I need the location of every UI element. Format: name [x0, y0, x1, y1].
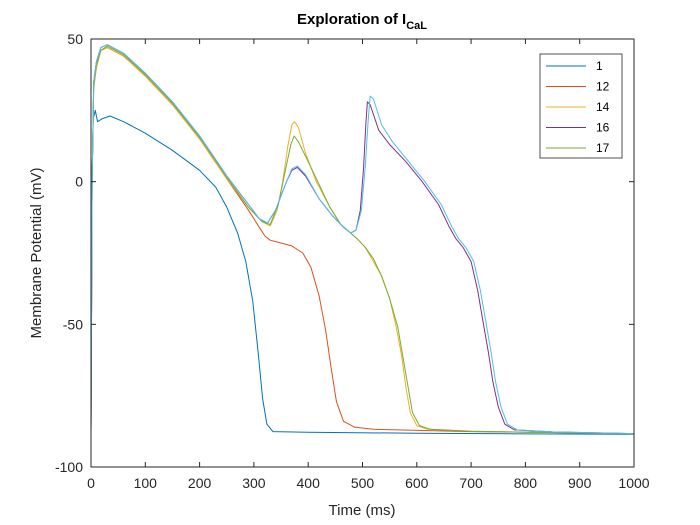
- legend-label: 17: [596, 141, 610, 155]
- y-axis-label: Membrane Potential (mV): [28, 168, 45, 339]
- x-tick-label: 400: [297, 475, 321, 491]
- legend-label: 16: [596, 121, 610, 135]
- tick-layer: 0 100 200 300 400 500 600 700 800 900 1000 -100 -50 0…: [55, 31, 650, 491]
- x-axis-label: Time (ms): [329, 502, 396, 519]
- axes-box: [90, 38, 635, 468]
- legend-label: 14: [596, 100, 610, 114]
- legend: 1 12 14 16 17: [539, 53, 623, 159]
- series-layer: [90, 44, 635, 435]
- x-tick-label: 100: [134, 475, 158, 491]
- y-tick-label: -50: [63, 316, 83, 332]
- series-line-unlabeled-5: [90, 44, 635, 435]
- x-tick-label: 300: [242, 475, 266, 491]
- x-tick-label: 200: [188, 475, 212, 491]
- x-tick-label: 1000: [618, 475, 649, 491]
- legend-label: 12: [596, 80, 610, 94]
- legend-box: [539, 53, 623, 159]
- chart-title-subscript: CaL: [406, 20, 427, 32]
- legend-label: 1: [596, 59, 603, 73]
- y-tick-label: -100: [55, 459, 83, 475]
- y-tick-label: 50: [67, 31, 83, 47]
- chart-title-main: Exploration of I: [297, 11, 406, 28]
- x-tick-label: 0: [87, 475, 95, 491]
- series-line-1: [90, 109, 635, 435]
- x-tick-label: 600: [405, 475, 429, 491]
- x-tick-label: 900: [568, 475, 592, 491]
- x-tick-label: 700: [459, 475, 483, 491]
- series-line-14: [90, 47, 635, 435]
- x-tick-label: 500: [351, 475, 375, 491]
- x-tick-label: 800: [514, 475, 538, 491]
- y-tick-label: 0: [75, 174, 83, 190]
- series-line-17: [90, 45, 635, 435]
- chart-title: Exploration of ICaL: [297, 11, 427, 32]
